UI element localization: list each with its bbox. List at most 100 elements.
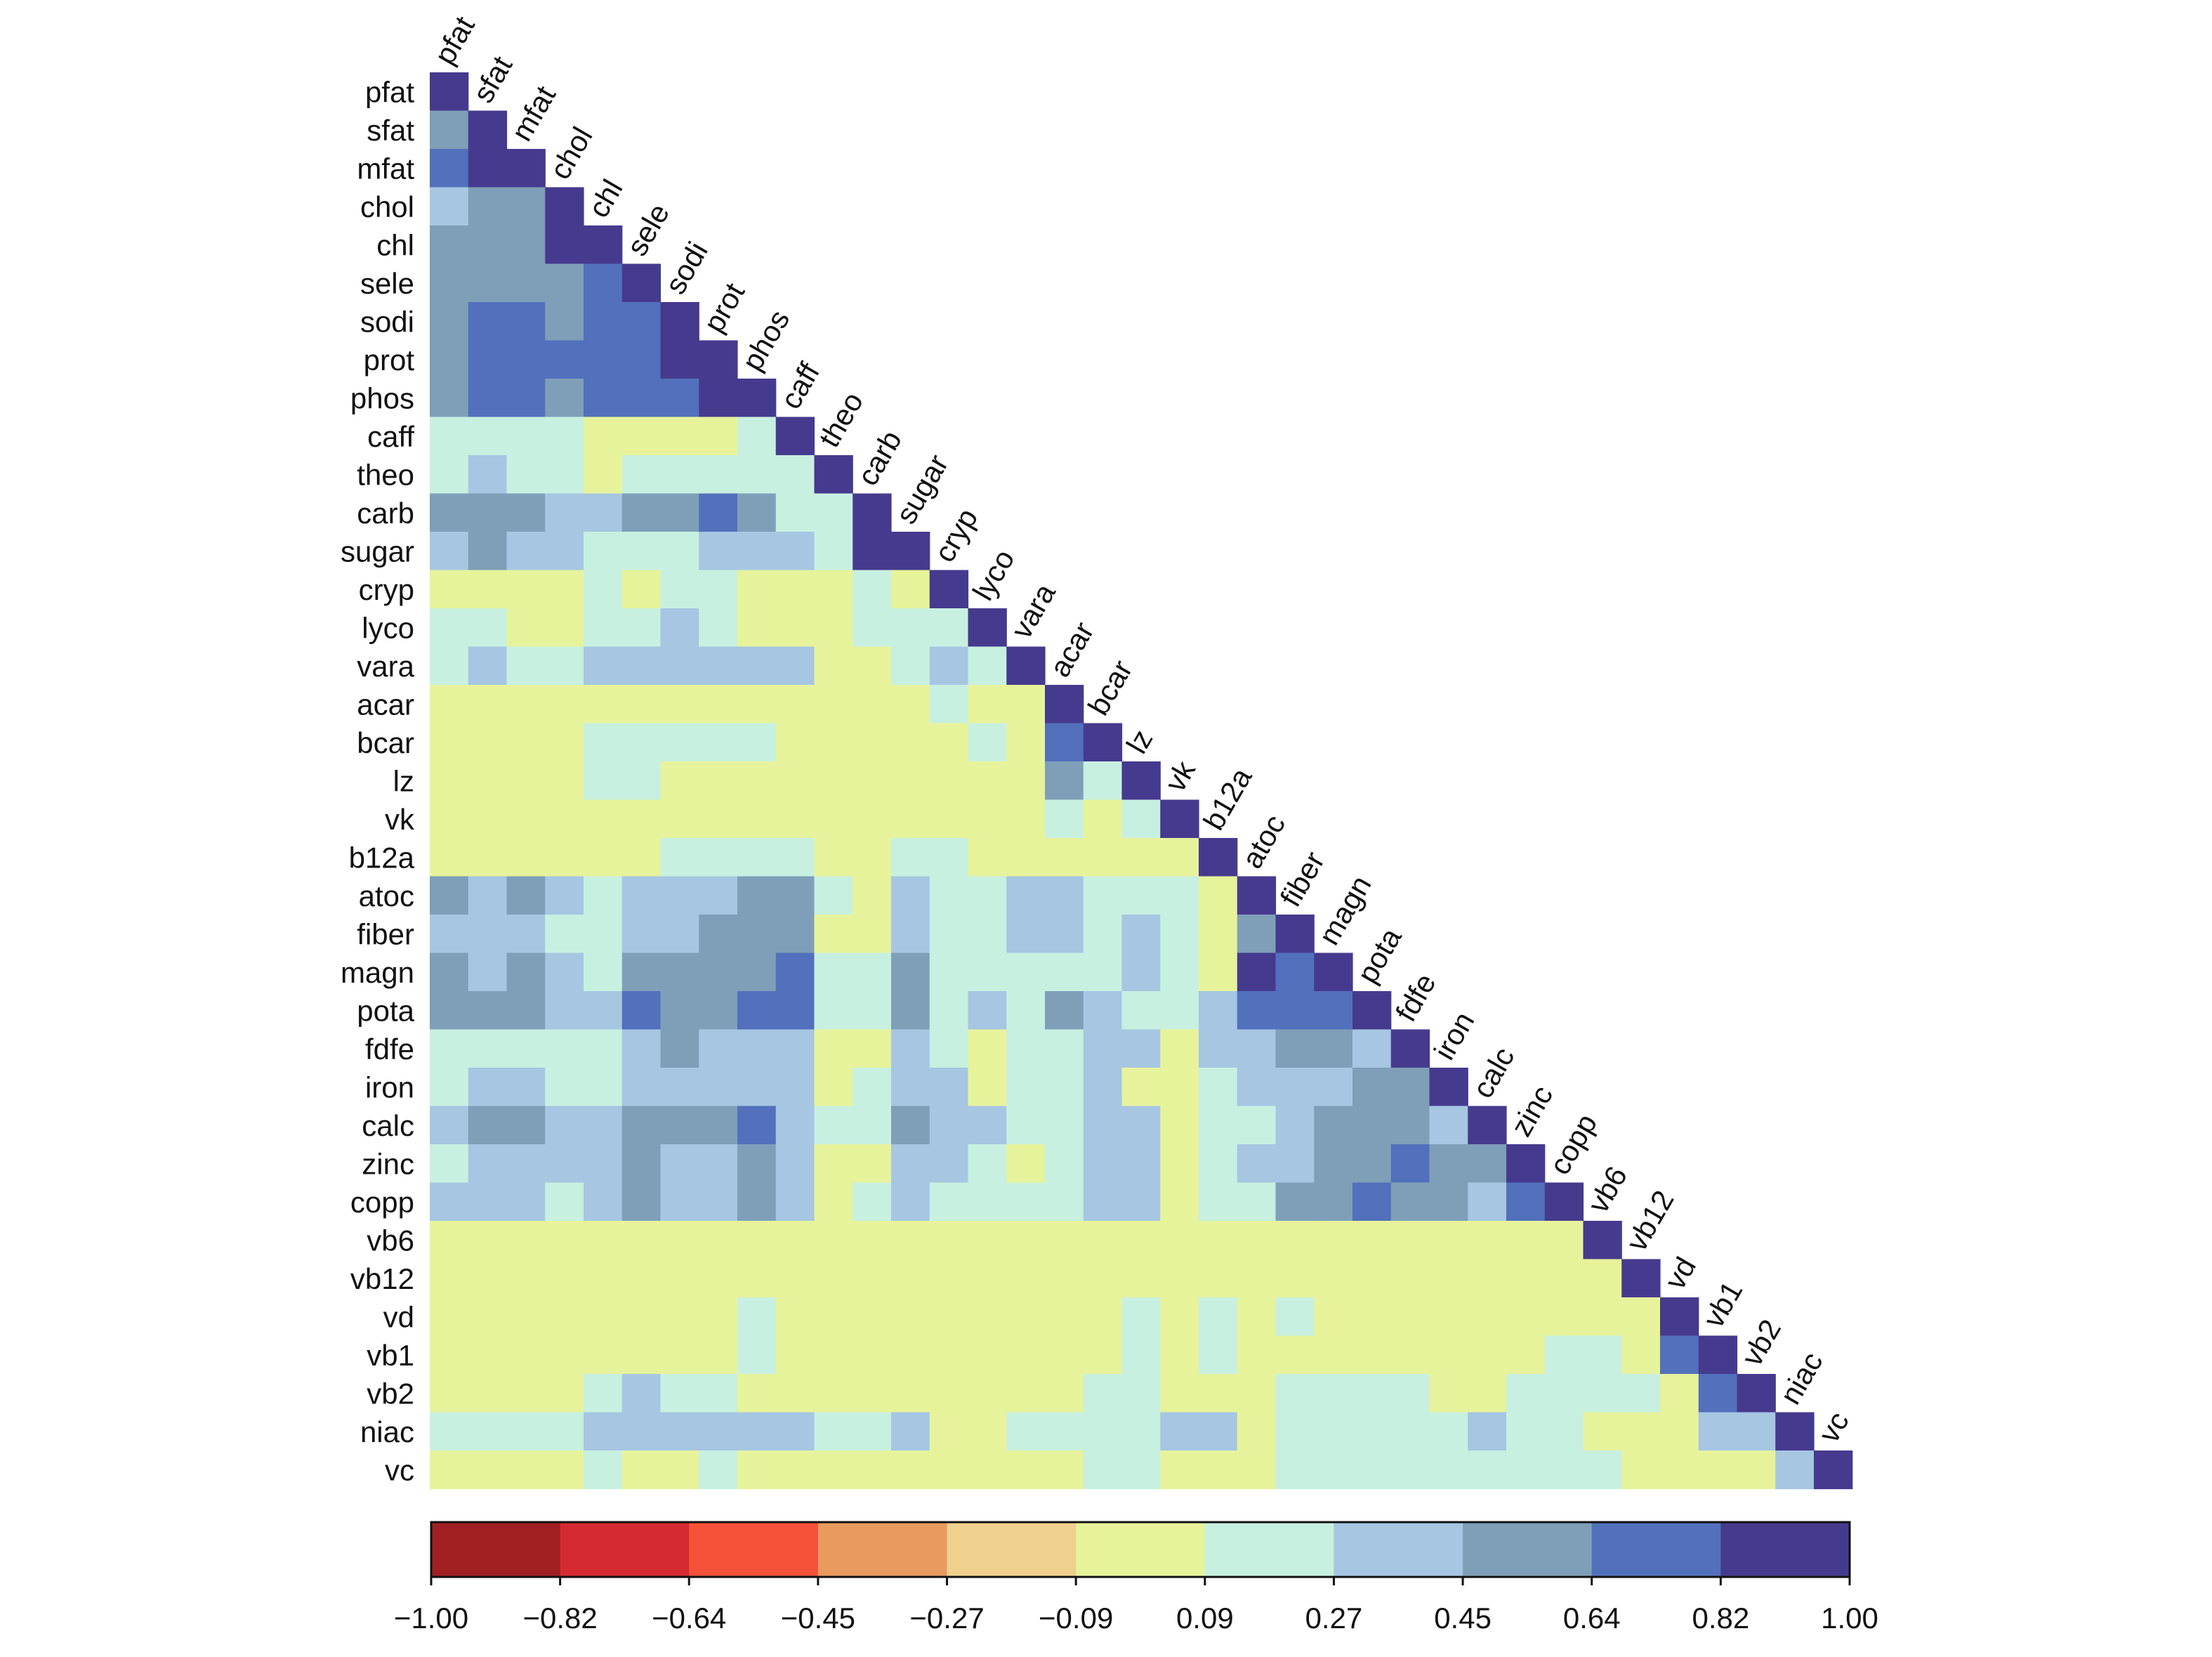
colorbar-tick-label: −0.82 [522,1602,597,1635]
row-label-vd: vd [383,1300,414,1333]
heatmap-cell-fiber-mfat [506,915,546,954]
heatmap-cell-caff-mfat [506,417,546,456]
heatmap-cell-vc-prot [699,1450,738,1490]
heatmap-cell-caff-phos [737,417,777,456]
heatmap-cell-vb2-vk [1160,1374,1199,1413]
heatmap-cell-calc-sele [621,1106,661,1145]
heatmap-cell-bcar-carb [852,723,892,762]
heatmap-cell-cryp-prot [699,570,738,609]
heatmap-cell-carb-chol [545,493,584,532]
heatmap-cell-fdfe-prot [699,1029,738,1068]
heatmap-cell-vk-mfat [506,799,546,839]
heatmap-cell-fiber-caff [775,915,815,954]
heatmap-cell-phos-phos [737,379,777,418]
heatmap-cell-calc-chol [545,1106,584,1145]
heatmap-cell-b12a-cryp [929,838,969,877]
heatmap-cell-calc-bcar [1083,1106,1123,1145]
heatmap-cell-vk-sugar [891,799,930,839]
column-label-theo: theo [812,386,870,452]
heatmap-cell-vd-chol [545,1297,584,1337]
heatmap-cell-sugar-caff [775,532,815,571]
row-label-sele: sele [360,267,414,300]
colorbar-segment [1334,1522,1463,1577]
colorbar-segment [817,1522,948,1577]
heatmap-cell-vd-prot [699,1297,738,1337]
row-label-carb: carb [357,497,414,530]
heatmap-cell-b12a-phos [737,838,777,877]
heatmap-cell-atoc-theo [814,876,853,915]
row-label-bcar: bcar [357,726,414,759]
heatmap-cell-vc-fdfe [1390,1450,1430,1490]
heatmap-cell-sele-sele [621,263,661,303]
heatmap-cell-niac-carb [852,1412,892,1451]
heatmap-cell-niac-sfat [468,1412,508,1451]
heatmap-cell-bcar-phos [737,723,777,762]
heatmap-cell-vb12-sfat [468,1259,508,1298]
heatmap-cell-magn-sele [621,952,661,992]
heatmap-cell-magn-sfat [468,952,508,992]
heatmap-cell-b12a-theo [814,838,853,877]
heatmap-cell-b12a-vk [1160,838,1199,877]
heatmap-cell-sele-sfat [468,263,508,303]
heatmap-cell-b12a-lyco [968,838,1007,877]
heatmap-cell-fiber-vk [1160,915,1199,954]
heatmap-cell-copp-sele [621,1182,661,1222]
heatmap-cell-atoc-sugar [891,876,930,915]
heatmap-cell-niac-magn [1314,1412,1353,1451]
colorbar: −1.00 −0.82 −0.64 −0.45 −0.27 −0.09 0.09 0.27 0.… [394,1521,1878,1635]
heatmap-cell-vb2-vb2 [1737,1374,1776,1413]
heatmap-cell-cryp-theo [814,570,853,609]
heatmap-cell-sodi-chl [584,302,623,341]
colorbar-tick-label: 1.00 [1821,1602,1878,1635]
heatmap-cell-fdfe-lz [1121,1029,1161,1068]
heatmap-cell-vk-lz [1121,799,1161,839]
heatmap-cell-sugar-chol [545,532,584,571]
heatmap-cell-vara-caff [775,646,815,686]
heatmap-cell-pota-lz [1121,991,1161,1030]
heatmap-cell-vd-zinc [1506,1297,1546,1337]
heatmap-cell-phos-chol [545,379,584,418]
heatmap-cell-vc-vb12 [1621,1450,1661,1490]
heatmap-cell-zinc-caff [775,1144,815,1184]
heatmap-cell-pota-theo [814,991,853,1030]
heatmap-cell-chol-pfat [430,187,469,226]
heatmap-cell-bcar-lyco [968,723,1007,762]
heatmap-cell-vk-chl [584,799,623,839]
heatmap-cell-vc-vc [1814,1450,1853,1490]
heatmap-cell-vb6-fiber [1275,1221,1315,1260]
row-label-magn: magn [341,956,414,989]
heatmap-cell-niac-b12a [1199,1412,1238,1451]
colorbar-tick-label: −0.64 [652,1602,726,1635]
heatmap-cell-pota-pota [1352,991,1392,1030]
heatmap-cell-vb12-copp [1544,1259,1584,1298]
heatmap-cell-pota-chl [584,991,623,1030]
heatmap-cell-fdfe-mfat [506,1029,546,1068]
heatmap-cell-copp-cryp [929,1182,969,1222]
heatmap-cell-vb2-carb [852,1374,892,1413]
heatmap-cell-vb6-sugar [891,1221,930,1260]
heatmap-cell-prot-mfat [506,340,546,379]
heatmap-cell-pota-bcar [1083,991,1123,1030]
heatmap-cell-lyco-chol [545,608,584,648]
row-label-calc: calc [362,1109,414,1142]
heatmap-cell-vb2-phos [737,1374,777,1413]
heatmap-cell-b12a-prot [699,838,738,877]
heatmap-cell-vb1-bcar [1083,1335,1123,1375]
heatmap-cell-zinc-magn [1314,1144,1353,1184]
heatmap-cell-fiber-sele [621,915,661,954]
heatmap-cell-lyco-caff [775,608,815,648]
heatmap-cell-iron-pfat [430,1068,469,1107]
heatmap-cell-cryp-pfat [430,570,469,609]
heatmap-cell-lyco-sele [621,608,661,648]
heatmap-cell-atoc-lz [1121,876,1161,915]
heatmap-cell-carb-phos [737,493,777,532]
heatmap-cell-niac-fdfe [1390,1412,1430,1451]
heatmap-cell-pota-lyco [968,991,1007,1030]
heatmap-cell-acar-acar [1045,685,1084,724]
heatmap-cell-vd-vara [1006,1297,1046,1337]
heatmap-cell-calc-atoc [1237,1106,1277,1145]
heatmap-cell-vb6-theo [814,1221,853,1260]
heatmap-cell-fdfe-pfat [430,1029,469,1068]
heatmap-cell-acar-caff [775,685,815,724]
